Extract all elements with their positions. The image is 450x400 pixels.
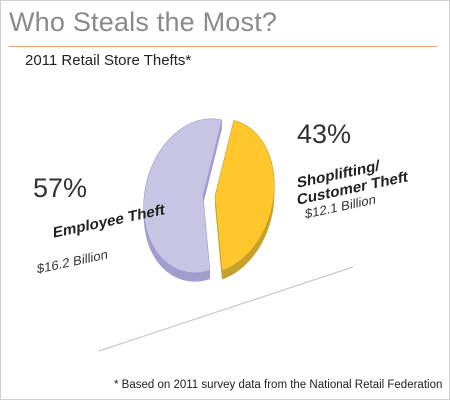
shoplifting-slice (214, 119, 275, 271)
shoplifting-percent-label: 43% (297, 119, 352, 149)
title-divider (9, 46, 437, 47)
chart-subtitle: 2011 Retail Store Thefts* (25, 52, 192, 69)
footnote: * Based on 2011 survey data from the Nat… (114, 379, 443, 391)
employee-slice-edge-end (203, 120, 222, 205)
chart-title: Who Steals the Most? (9, 7, 278, 37)
employee-slice (143, 118, 223, 273)
shoplifting-slice-side (221, 120, 275, 280)
pie-slices (143, 118, 275, 282)
employee-percent-label: 57% (33, 173, 88, 203)
floor-line (98, 266, 354, 352)
